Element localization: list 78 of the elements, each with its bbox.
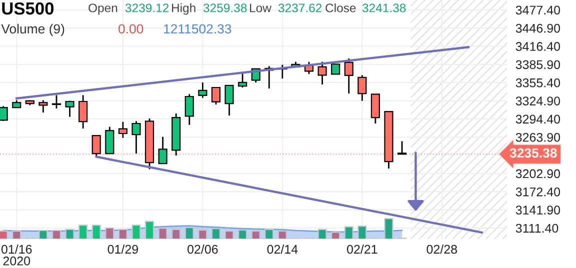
y-tick-label: 3202.90 [516, 169, 560, 178]
y-tick-label: 3172.40 [516, 187, 560, 196]
x-tick-label: 01/16 2020 [1, 244, 32, 266]
candlestick [38, 99, 48, 114]
bar [172, 228, 181, 239]
bar [184, 227, 194, 239]
y-tick-label: 3355.40 [516, 78, 560, 88]
bar [132, 224, 141, 239]
bar [264, 228, 274, 239]
annotation: Close [326, 3, 356, 12]
bar [211, 228, 220, 239]
bar [238, 229, 248, 239]
bar [105, 227, 114, 239]
candlestick [132, 120, 141, 154]
candlestick [238, 72, 248, 88]
annotation: 3237.62 [278, 4, 322, 12]
annotation: 1211502.33 [164, 24, 232, 34]
candlestick [184, 93, 194, 126]
bar [12, 230, 22, 239]
ref-line-label: 3235.38 [510, 148, 557, 158]
y-tick-label: 3446.90 [516, 24, 560, 33]
candlestick [0, 105, 8, 122]
bar [384, 218, 394, 239]
annotation: 3241.38 [362, 4, 406, 12]
y-tick-label: 3416.40 [516, 42, 560, 51]
chart-title: US500 [2, 2, 54, 15]
x-tick-label: 01/29 [108, 244, 138, 254]
bar [198, 229, 208, 239]
candlestick [370, 93, 380, 124]
bar [278, 230, 287, 239]
bar [78, 224, 88, 239]
candlestick [224, 84, 234, 116]
bar [118, 228, 128, 239]
x-tick-label: 02/21 [346, 244, 378, 254]
annotation: Low [250, 4, 272, 12]
candlestick [344, 58, 354, 94]
candlestick [105, 126, 114, 154]
bar [144, 220, 154, 239]
y-tick-label: 3141.90 [516, 206, 560, 215]
y-tick-label: 3477.40 [516, 6, 560, 15]
annotation: Open [88, 4, 118, 15]
bar [158, 228, 168, 239]
candlestick [52, 94, 62, 110]
bar [251, 230, 260, 239]
y-tick-label: 3294.40 [516, 114, 560, 124]
x-tick-label: 02/06 [188, 244, 218, 254]
candlestick [78, 94, 88, 130]
y-tick-label: 3324.90 [516, 96, 560, 106]
candlestick [158, 136, 168, 164]
candlestick [358, 74, 367, 102]
y-tick-label: 3263.90 [516, 132, 560, 142]
candlestick [331, 64, 340, 75]
bar [358, 226, 367, 239]
annotation: 3239.12 [125, 4, 169, 12]
bar [318, 228, 327, 239]
candlestick [65, 100, 74, 118]
candlestick [198, 82, 208, 98]
chart-title: Volume (9) [1, 24, 64, 36]
candlestick [118, 121, 128, 139]
bar [52, 230, 62, 239]
annotation: 3259.38 [203, 4, 247, 12]
bar [224, 230, 234, 239]
bar [92, 224, 101, 239]
bar [0, 230, 8, 239]
y-tick-label: 3385.90 [516, 60, 560, 70]
bar [38, 230, 48, 239]
candlestick [318, 61, 327, 86]
bar [331, 232, 340, 239]
candlestick [397, 140, 407, 155]
x-tick-label: 02/28 [426, 244, 457, 254]
bar [65, 228, 74, 239]
x-tick-label: 02/14 [267, 244, 298, 254]
y-tick-label: 3111.40 [516, 224, 558, 233]
annotation: 0.00 [118, 24, 144, 34]
bar [344, 226, 354, 239]
annotation: High [172, 3, 196, 15]
candlestick [92, 134, 101, 158]
candlestick [211, 86, 220, 106]
